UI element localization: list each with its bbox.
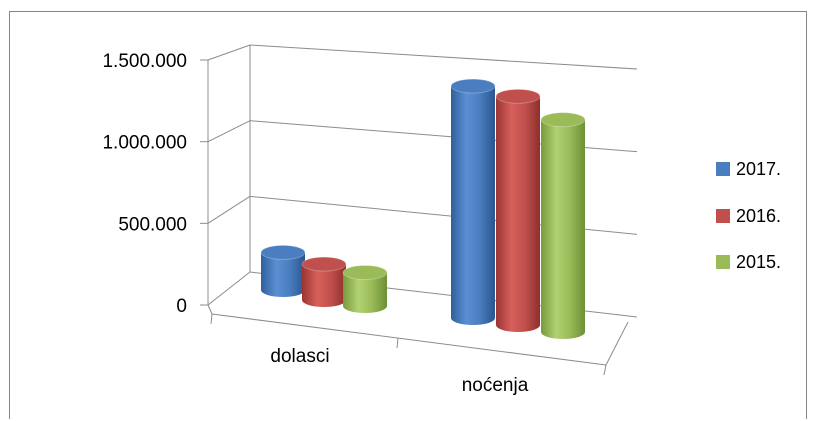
bar-top: [260, 244, 306, 260]
legend-label: 2016.: [736, 206, 781, 226]
y-tick-label: 1.000.000: [102, 133, 187, 154]
x-tick: [603, 364, 607, 376]
y-tick-label: 0: [176, 296, 187, 317]
bar-noćenja-2016: [495, 88, 541, 332]
bar-body: [496, 96, 540, 332]
x-axis: [211, 313, 607, 366]
gridline: [249, 44, 638, 70]
x-tick: [396, 337, 399, 349]
bar-top: [450, 78, 496, 94]
floor-edge: [207, 304, 213, 315]
gridline-side: [207, 44, 251, 61]
bar-noćenja-2015: [540, 112, 586, 340]
gridline-side: [207, 120, 251, 143]
bar-body: [261, 252, 305, 297]
bar-top: [495, 88, 541, 104]
legend-swatch: [716, 255, 730, 269]
bar-dolasci-2016: [301, 256, 347, 307]
bar-dolasci-2017: [260, 244, 306, 297]
chart-frame: [9, 11, 807, 419]
x-tick-label: noćenja: [462, 375, 529, 396]
bar-top: [540, 112, 586, 128]
bar-body: [451, 86, 495, 325]
legend-swatch: [716, 209, 730, 223]
legend-swatch: [716, 162, 730, 176]
bar-body: [302, 264, 346, 307]
floor-edge-right: [605, 321, 629, 366]
legend-label: 2015.: [736, 252, 781, 272]
y-tick-label: 1.500.000: [102, 51, 187, 72]
y-tick-label: 500.000: [118, 214, 187, 235]
bar-top: [342, 265, 388, 281]
bar-body: [343, 272, 387, 313]
bar-dolasci-2015: [342, 265, 388, 313]
gridline-side: [207, 195, 251, 224]
bar-top: [301, 256, 347, 272]
x-tick: [210, 313, 213, 325]
x-tick-label: dolasci: [270, 346, 329, 367]
gridline-side: [207, 271, 251, 306]
bar-noćenja-2017: [450, 78, 496, 325]
bar-body: [541, 119, 585, 340]
legend-label: 2017.: [736, 159, 781, 179]
